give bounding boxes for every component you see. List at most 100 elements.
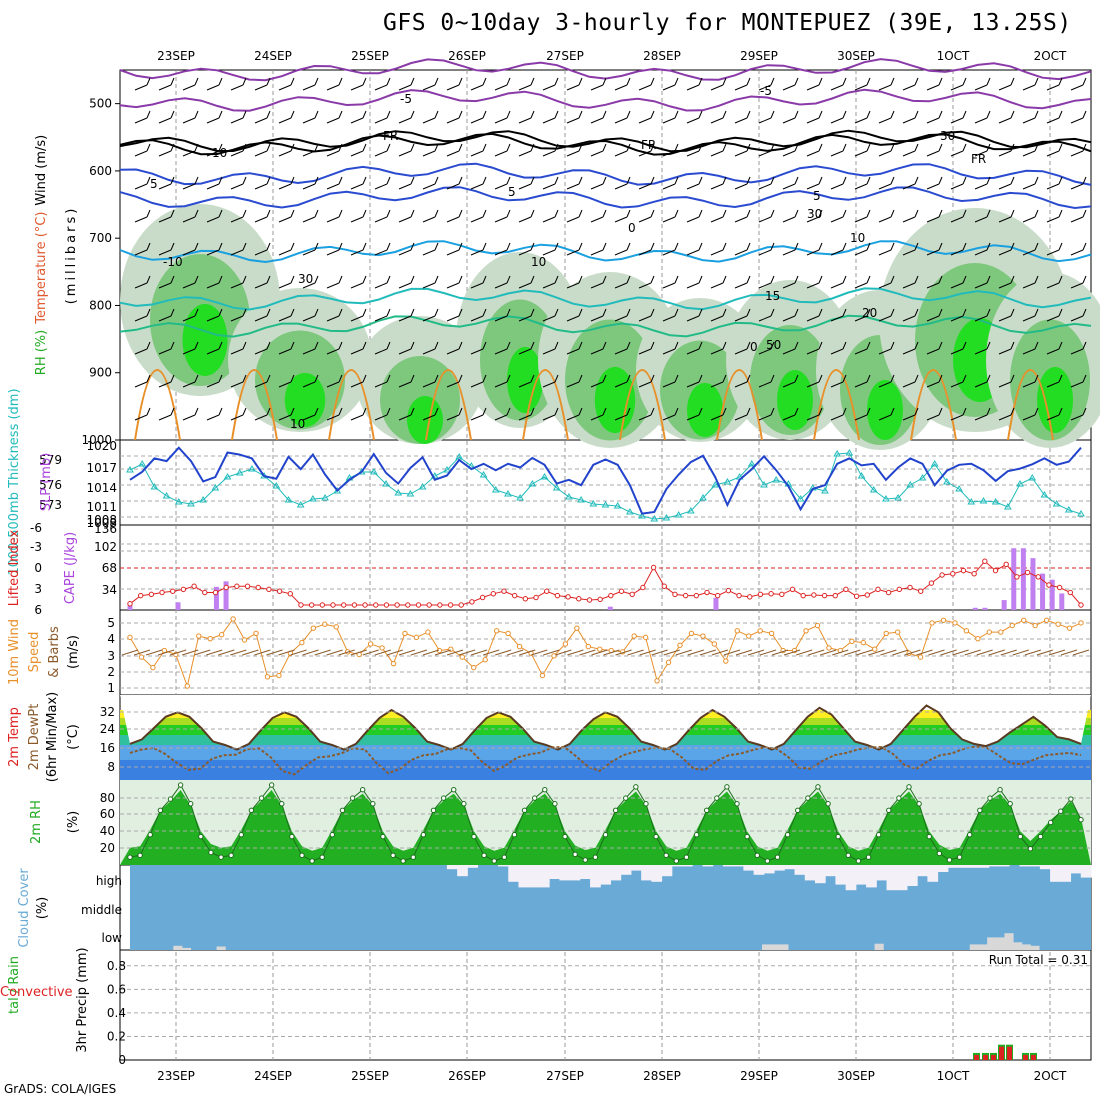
- warm-contour-arch: [716, 369, 763, 441]
- data-point-marker: [1078, 602, 1084, 608]
- data-point-marker: [170, 588, 176, 594]
- wind-barb: [614, 249, 628, 256]
- wind-barb: [470, 348, 484, 355]
- wind-barb: [974, 381, 988, 388]
- wind-barb: [302, 249, 316, 256]
- wind-barb: [902, 117, 916, 124]
- wind-barb: [278, 249, 292, 256]
- wind-barb-flag: [794, 143, 799, 152]
- surface-wind-barb: [350, 649, 367, 656]
- wind-barb-flag: [650, 143, 655, 152]
- surface-wind-barb: [182, 649, 199, 656]
- data-point-marker: [998, 629, 1004, 635]
- wind-barb: [446, 381, 460, 388]
- data-point-marker: [516, 643, 523, 650]
- wind-barb-flag: [698, 176, 703, 185]
- wind-barb-flag: [938, 143, 943, 152]
- data-point-marker: [835, 833, 841, 840]
- wind-barb-flag: [554, 374, 559, 383]
- wind-ylabel-c: & Barbs: [47, 626, 62, 678]
- wind-barb: [494, 249, 508, 256]
- wind-barb-flag: [218, 407, 223, 416]
- wind-barb: [902, 315, 916, 322]
- wind-barb: [782, 249, 796, 256]
- precip-side-label-b: Convective: [0, 985, 73, 1000]
- surface-wind-barb: [759, 649, 777, 656]
- wind-barb-flag: [266, 209, 271, 218]
- data-point-marker: [430, 807, 437, 814]
- wind-barb-flag: [554, 209, 559, 218]
- data-point-marker: [299, 639, 305, 646]
- rh-blob-core: [507, 347, 543, 413]
- surface-wind-barb: [723, 649, 741, 656]
- data-point-marker: [552, 484, 561, 491]
- wind-barb: [662, 414, 676, 421]
- surface-wind-barb: [639, 649, 656, 656]
- wind-barb: [374, 84, 388, 91]
- data-point-marker: [764, 858, 771, 864]
- high-cloud-bar: [641, 865, 652, 881]
- wind-barb: [806, 249, 820, 256]
- wind-barb-flag: [242, 242, 247, 251]
- data-point-marker: [1024, 569, 1031, 576]
- wind-barb-flag: [530, 77, 535, 86]
- wind-barb: [758, 150, 772, 157]
- wind-barb: [950, 150, 964, 157]
- temperature-label: 30: [807, 207, 822, 221]
- wind-barb-flag: [242, 374, 247, 383]
- date-label-bottom: 28SEP: [643, 1069, 681, 1083]
- wind-barb: [566, 381, 580, 388]
- wind-barb: [374, 216, 388, 223]
- data-point-marker: [208, 849, 214, 856]
- rh-ylabel: 2m RH: [29, 800, 44, 844]
- low-cloud-bar: [978, 944, 988, 950]
- data-point-marker: [1003, 561, 1009, 568]
- high-cloud-bar: [968, 865, 980, 868]
- cape-bar: [1049, 579, 1055, 610]
- wind-barb-flag: [554, 110, 559, 119]
- wind-barb-flag: [218, 341, 223, 350]
- temperature-label: 30: [298, 272, 313, 286]
- wind-barb-flag: [362, 374, 367, 383]
- wind-barb-flag: [626, 77, 631, 86]
- cloud-tick-label: low: [102, 931, 123, 945]
- data-point-marker: [772, 476, 781, 483]
- surface-wind-barb: [1060, 649, 1078, 656]
- data-point-marker: [997, 786, 1003, 793]
- data-point-marker: [711, 641, 718, 647]
- wind-barb-flag: [770, 110, 775, 119]
- wind-barb-flag: [170, 176, 175, 185]
- wind-barb-flag: [386, 77, 391, 86]
- temperature-label: 50: [766, 338, 781, 352]
- wind-barb: [854, 348, 868, 355]
- slp-tick-label: 1017: [86, 461, 117, 475]
- wind-barb: [542, 150, 556, 157]
- low-cloud-bar: [987, 937, 997, 950]
- data-point-marker: [602, 831, 609, 838]
- wind-barb: [1022, 381, 1036, 388]
- wind-barb-flag: [938, 242, 943, 251]
- data-point-marker: [638, 512, 646, 519]
- wind-barb-flag: [722, 143, 727, 152]
- wind-barb: [782, 315, 796, 322]
- wind-barb-flag: [506, 242, 511, 251]
- wind-barb: [1070, 249, 1084, 256]
- data-point-marker: [309, 495, 317, 502]
- temp-ylabel-c: (6hr Min/Max): [45, 692, 60, 782]
- wind-barb-flag: [722, 176, 727, 185]
- wind-barb: [950, 84, 964, 91]
- wind-barb-flag: [602, 407, 607, 416]
- data-point-marker: [1046, 582, 1052, 588]
- wind-barb: [782, 381, 796, 388]
- wind-barb: [182, 282, 196, 289]
- wind-barb-flag: [818, 242, 823, 251]
- surface-wind-barb: [458, 649, 476, 656]
- wind-barb-flag: [554, 77, 559, 86]
- data-point-marker: [394, 602, 400, 608]
- wind-barb-flag: [290, 341, 295, 350]
- wind-barb: [998, 249, 1012, 256]
- wind-barb-flag: [770, 143, 775, 152]
- thickness-ylabel: 1000-500mb Thickness (dm): [7, 388, 22, 575]
- data-point-marker: [886, 807, 892, 814]
- data-point-marker: [369, 468, 378, 475]
